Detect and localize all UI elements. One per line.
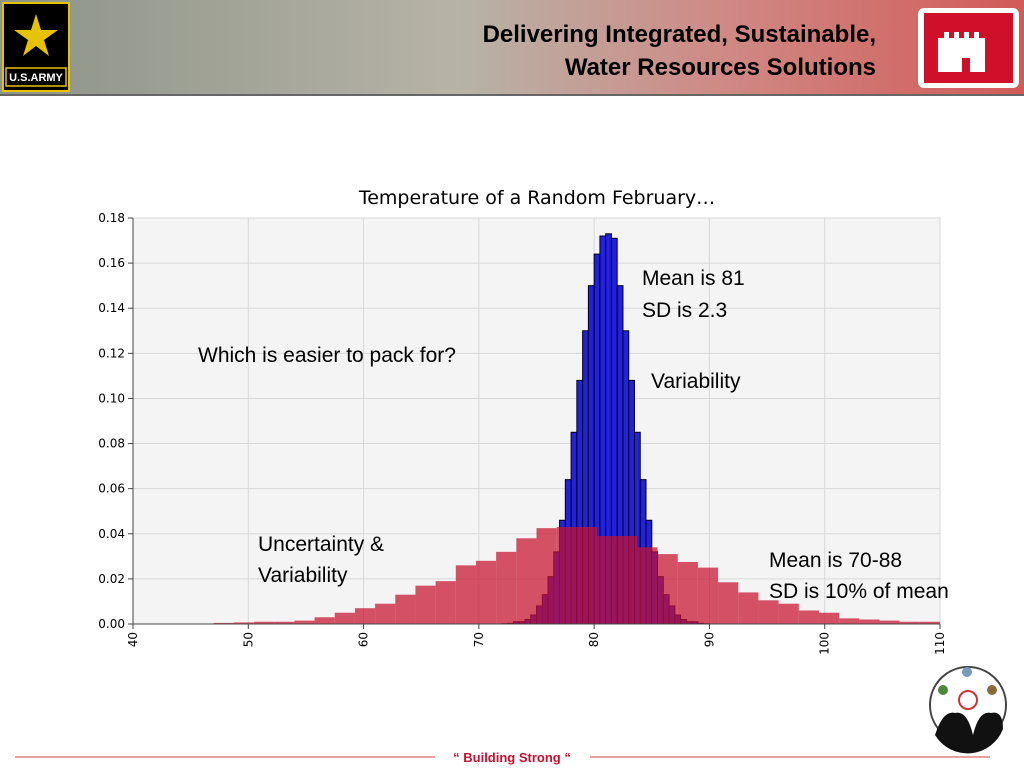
histogram-bar [395, 594, 416, 624]
chart-title: Temperature of a Random February… [358, 187, 715, 209]
histogram-bar [334, 612, 355, 624]
histogram-bar [576, 527, 598, 624]
annotation: Uncertainty & [258, 533, 384, 556]
histogram-bar [597, 536, 618, 624]
y-tick-label: 0.04 [98, 527, 125, 541]
y-tick-label: 0.02 [98, 572, 125, 586]
annotation: Mean is 70-88 [769, 549, 902, 572]
histogram-bar [354, 608, 376, 624]
footer-text: “ Building Strong “ [453, 750, 571, 765]
histogram-bar [758, 600, 779, 624]
histogram-bar [455, 565, 476, 624]
histogram-bar [274, 621, 295, 624]
header-band [0, 0, 1024, 96]
histogram-bar [556, 527, 577, 624]
histogram-bar [435, 581, 456, 624]
logo-text: U.S.ARMY [9, 72, 63, 84]
header-rule [0, 94, 1024, 96]
x-tick-label: 50 [241, 632, 255, 647]
histogram-bar [415, 585, 436, 624]
histogram-bar [718, 582, 739, 624]
histogram-bar [697, 567, 719, 624]
annotation: Mean is 81 [642, 267, 745, 290]
annotation: Variability [651, 370, 741, 393]
annotation: Variability [258, 564, 348, 587]
y-tick-label: 0.12 [98, 346, 125, 360]
header-title: Delivering Integrated, Sustainable, [483, 21, 876, 48]
x-tick-label: 40 [126, 632, 140, 647]
annotation: Which is easier to pack for? [198, 344, 456, 367]
histogram-bar [657, 554, 678, 624]
histogram-bar [475, 560, 497, 624]
army-logo: U.S.ARMY [2, 2, 70, 92]
histogram-bar [738, 592, 759, 624]
histogram-bar [294, 620, 315, 624]
team-logo [929, 666, 1007, 754]
histogram-bar [899, 621, 920, 624]
x-tick-label: 70 [472, 632, 486, 647]
histogram-bar [839, 618, 860, 624]
x-tick-label: 90 [702, 632, 716, 647]
histogram-bar [254, 621, 275, 624]
y-tick-label: 0.16 [98, 256, 125, 270]
histogram-bar [818, 612, 840, 624]
histogram-bar [677, 561, 698, 624]
histogram-bar [919, 621, 940, 624]
histogram-bar [798, 610, 819, 624]
castle-logo [918, 8, 1019, 88]
histogram-bar [233, 622, 255, 624]
histogram-bar [859, 619, 880, 624]
header-title: Water Resources Solutions [565, 54, 876, 81]
y-tick-label: 0.00 [98, 617, 125, 631]
annotation: SD is 10% of mean [769, 580, 949, 603]
histogram-bar [879, 620, 900, 624]
x-tick-label: 110 [933, 632, 947, 655]
x-tick-label: 100 [818, 632, 832, 655]
y-tick-label: 0.10 [98, 391, 125, 405]
histogram-bar [637, 547, 658, 624]
ticks: 0.00 0.02 0.04 0.06 0.08 0.10 0.12 0.14 0.16 0.18… [98, 211, 947, 655]
histogram-bar [778, 603, 799, 624]
x-tick-label: 60 [357, 632, 371, 647]
histogram-bar [314, 617, 335, 624]
y-tick-label: 0.18 [98, 211, 125, 225]
y-tick-label: 0.14 [98, 301, 125, 315]
y-tick-label: 0.08 [98, 437, 125, 451]
histogram-bar [375, 603, 396, 624]
histogram-bar [516, 538, 537, 624]
histogram-bar [496, 551, 517, 624]
y-tick-label: 0.06 [98, 482, 125, 496]
histogram-bar [536, 528, 557, 624]
histogram-bar [617, 536, 638, 624]
annotation: SD is 2.3 [642, 299, 727, 322]
x-tick-label: 80 [587, 632, 601, 647]
histogram-bar [213, 622, 234, 624]
